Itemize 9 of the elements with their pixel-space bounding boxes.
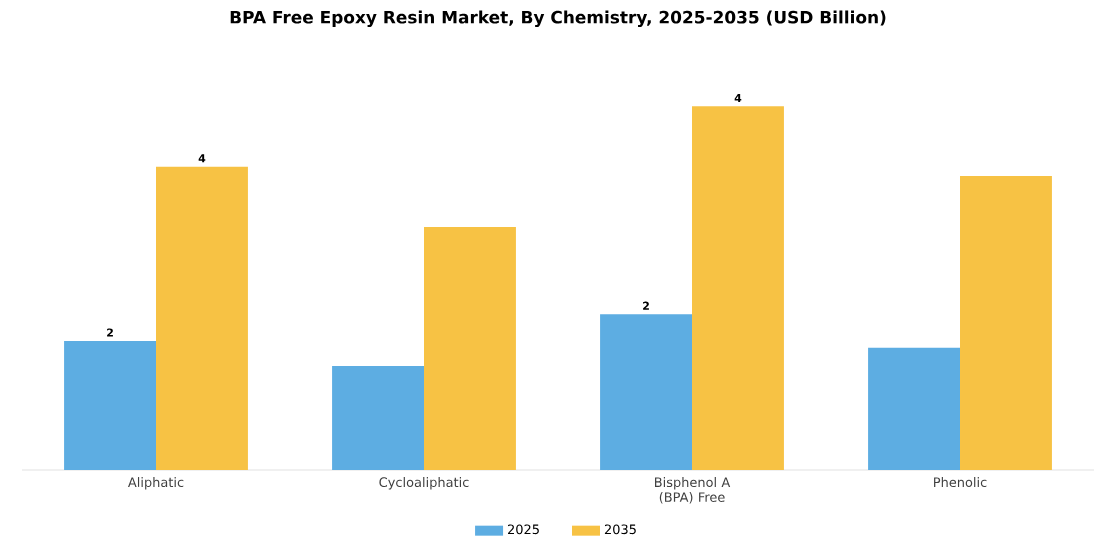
- bar: [424, 227, 516, 470]
- chart-title: BPA Free Epoxy Resin Market, By Chemistry, 2025-2035 (USD Billion): [230, 10, 886, 27]
- bar: [692, 106, 784, 470]
- bar: [600, 314, 693, 470]
- bar: [960, 175, 1052, 470]
- bar: [64, 340, 156, 470]
- bar: [156, 166, 248, 470]
- bar: [868, 347, 961, 470]
- bar: [332, 366, 424, 470]
